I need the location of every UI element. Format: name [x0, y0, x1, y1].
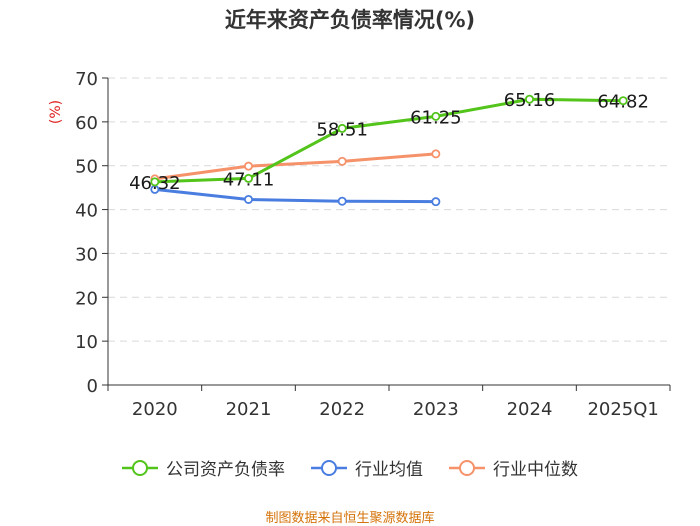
data-point: [618, 96, 628, 106]
gridlines: [108, 77, 670, 342]
data-point: [243, 173, 253, 183]
legend-item[interactable]: 行业中位数: [449, 455, 578, 480]
data-labels: 46.32 47.11 58.51 61.25 65.16 64.82: [129, 90, 649, 194]
legend-label: 公司资产负债率: [166, 460, 285, 480]
y-tick-label: 60: [75, 113, 98, 134]
x-tick-label: 2023: [413, 399, 459, 420]
legend-swatch-marker: [321, 459, 337, 476]
data-label: 46.32: [129, 173, 181, 194]
x-tick-label: 2025Q1: [587, 399, 658, 420]
x-tick-label: 2021: [226, 399, 272, 420]
series-line-0: [154, 97, 624, 184]
legend-swatch-marker: [132, 459, 148, 476]
data-point: [525, 94, 535, 104]
legend-swatch: [311, 459, 347, 476]
y-tick-label: 50: [75, 157, 98, 178]
data-point: [431, 111, 441, 121]
axes: 0 10 20 30 40 50 60 70 2020 2021 2022 2023 2024 2025Q…: [48, 69, 671, 420]
series-line-2: [154, 152, 436, 181]
legend-label: 行业中位数: [493, 460, 578, 480]
data-point: [431, 197, 441, 207]
series-line-1: [154, 187, 436, 204]
y-tick-label: 20: [75, 288, 98, 309]
legend: 公司资产负债率 行业均值 行业中位数: [0, 455, 700, 480]
y-axis-label: (%): [48, 100, 64, 124]
legend-swatch: [122, 459, 158, 476]
y-tick-label: 10: [75, 332, 98, 353]
data-point: [431, 149, 441, 159]
data-label: 58.51: [316, 119, 368, 140]
data-point: [337, 123, 347, 133]
data-label: 47.11: [223, 169, 275, 190]
y-tick-label: 40: [75, 201, 98, 222]
data-point: [243, 161, 253, 171]
legend-swatch: [449, 459, 485, 476]
y-tick-label: 70: [75, 69, 98, 90]
data-label: 64.82: [597, 92, 649, 113]
legend-item[interactable]: 行业均值: [311, 455, 423, 480]
data-point: [337, 196, 347, 206]
data-label: 65.16: [504, 90, 556, 111]
data-label: 61.25: [410, 107, 462, 128]
data-point: [150, 177, 160, 187]
source-note: 制图数据来自恒生聚源数据库: [265, 511, 435, 526]
x-tick-label: 2020: [132, 399, 178, 420]
y-tick-label: 0: [87, 376, 98, 397]
x-tick-label: 2022: [319, 399, 365, 420]
chart-title: 近年来资产负债率情况(%): [224, 8, 476, 32]
legend-item[interactable]: 公司资产负债率: [122, 455, 285, 480]
legend-swatch-marker: [459, 459, 475, 476]
x-tick-label: 2024: [507, 399, 553, 420]
series-lines: [150, 94, 628, 207]
legend-label: 行业均值: [355, 460, 423, 480]
y-tick-label: 30: [75, 244, 98, 265]
data-point: [337, 156, 347, 166]
data-point: [243, 194, 253, 204]
